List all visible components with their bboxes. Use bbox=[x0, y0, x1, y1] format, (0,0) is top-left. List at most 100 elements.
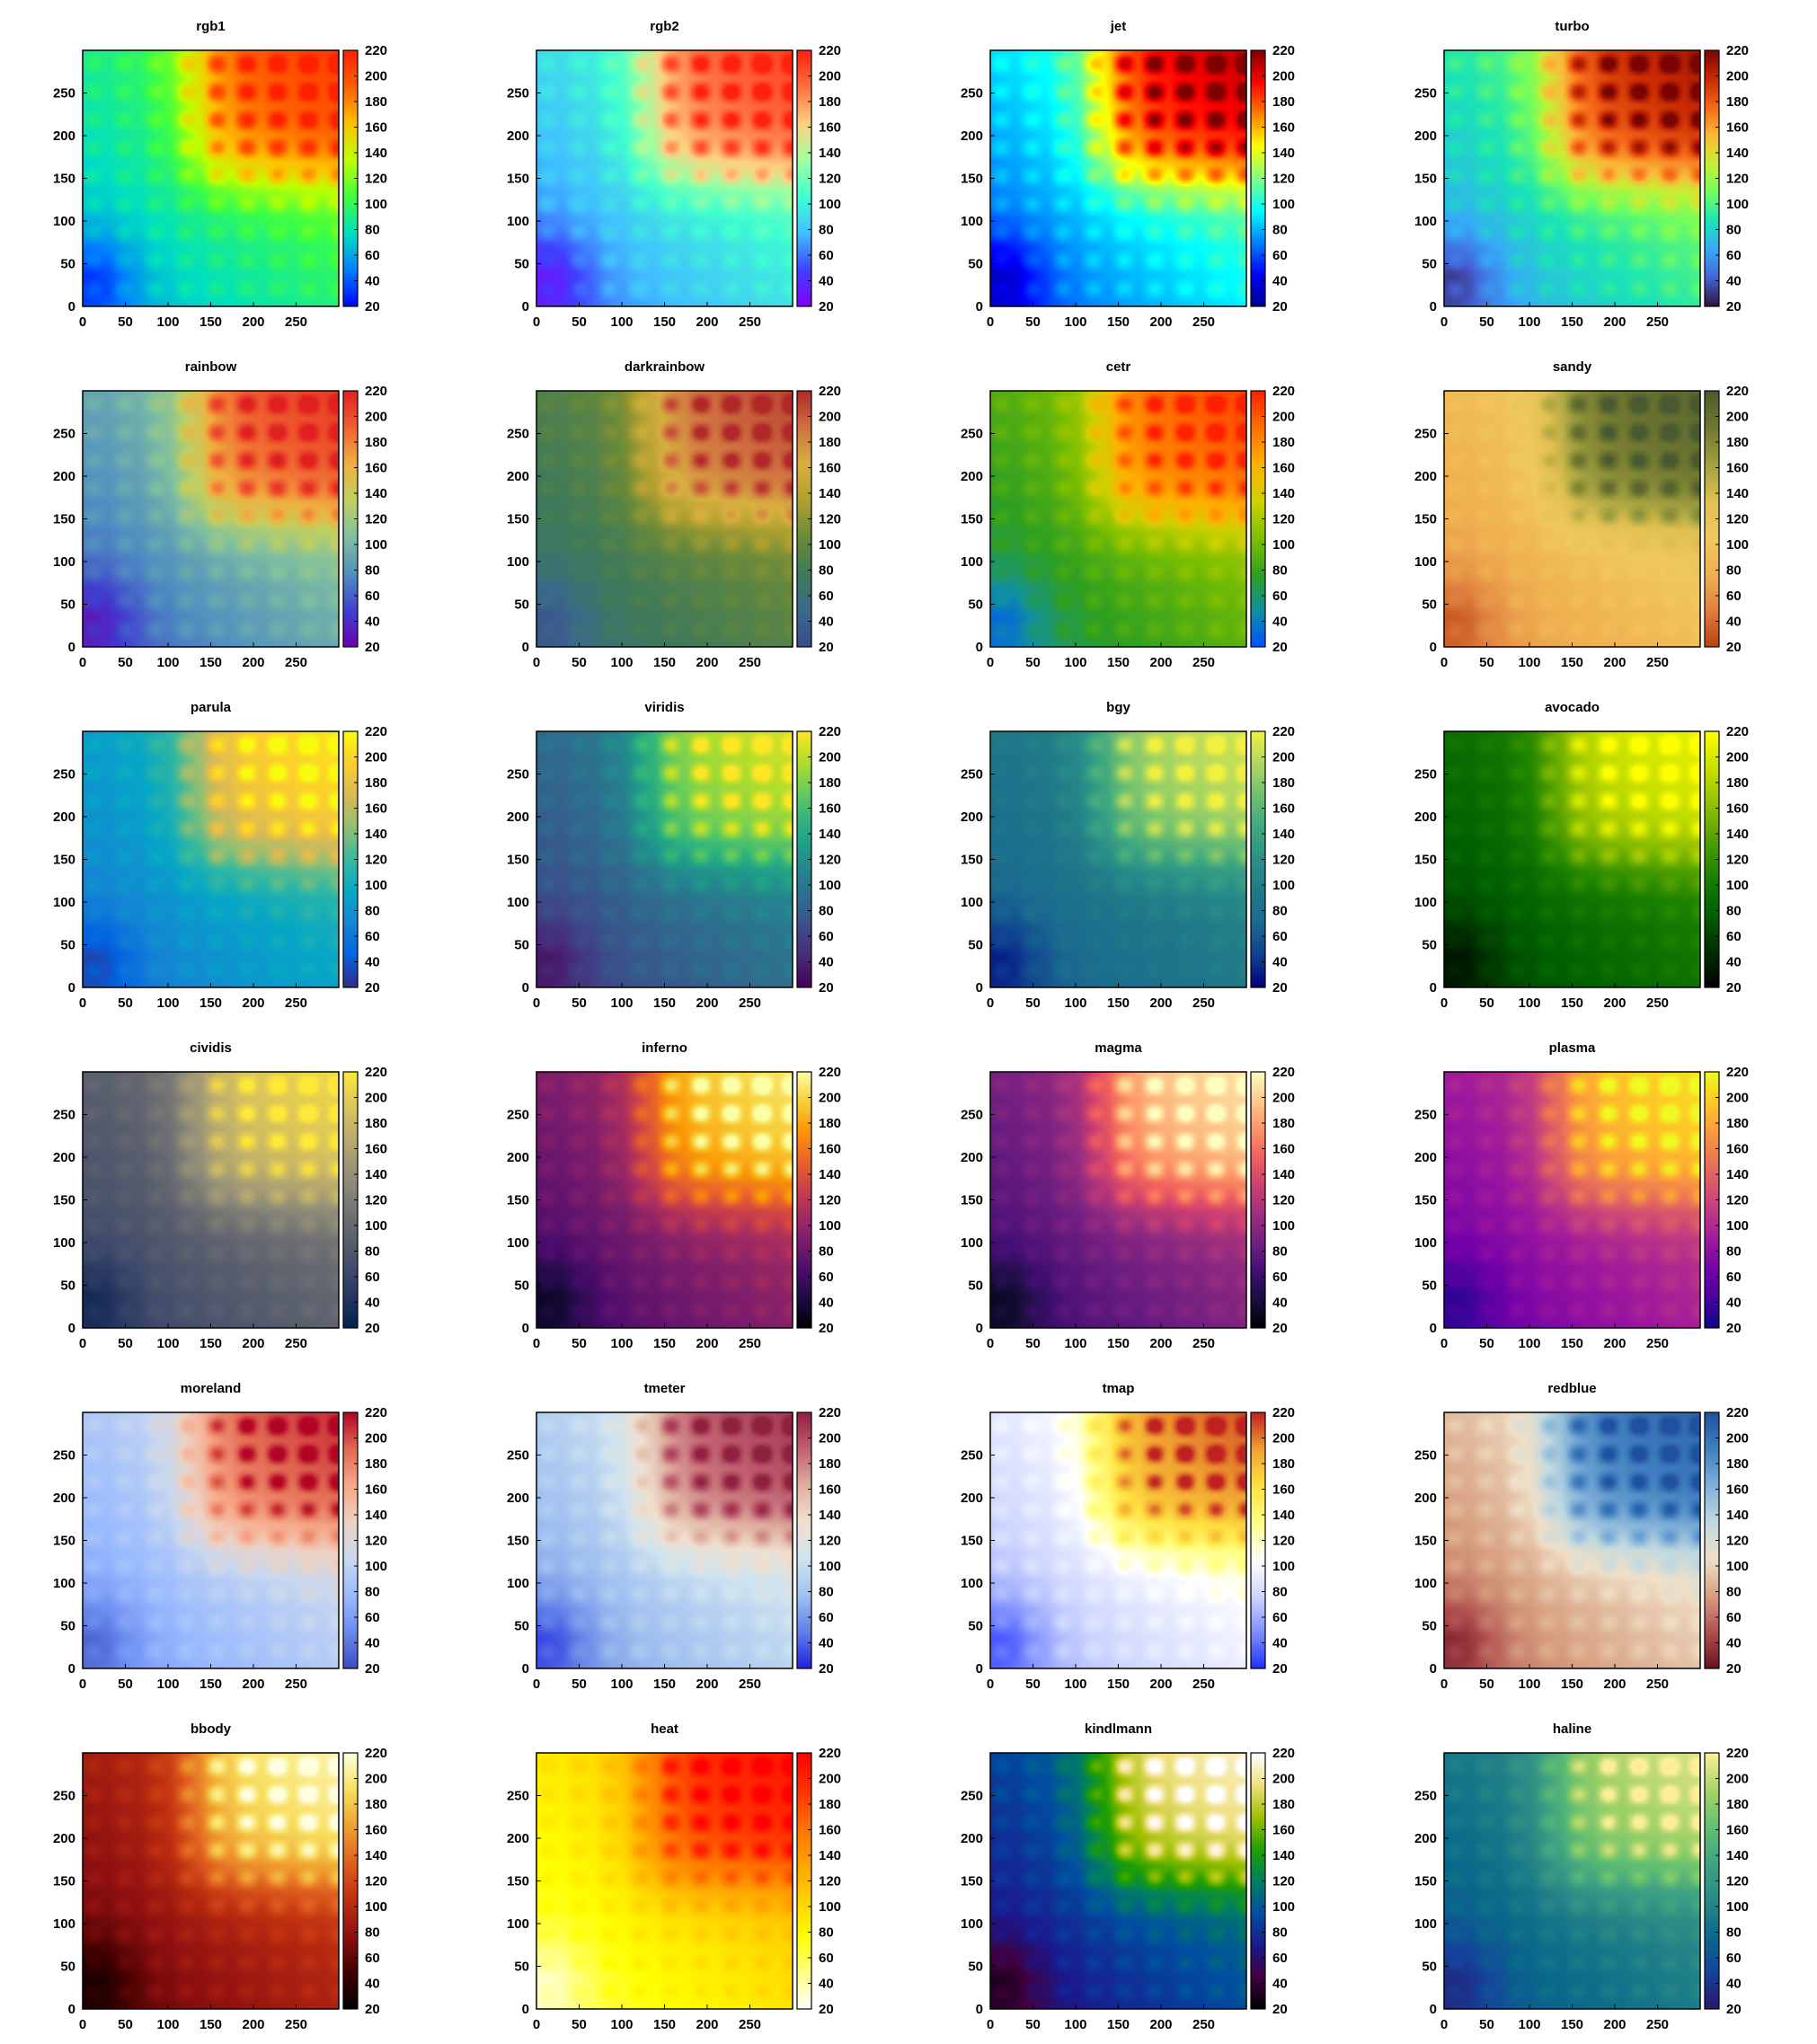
heatmap-svg-viridis: viridis 0 50 100 150 200 250 0 50 100 150 200 250 20 4… bbox=[507, 700, 841, 1011]
colorbar-tick-label: 200 bbox=[819, 1772, 841, 1787]
colorbar-tick-label: 40 bbox=[365, 1636, 380, 1651]
colorbar-tick-label: 40 bbox=[819, 955, 834, 970]
x-tick-label: 150 bbox=[199, 314, 222, 330]
panel-title: haline bbox=[1553, 1721, 1591, 1737]
y-tick-label: 200 bbox=[1414, 128, 1437, 144]
x-tick-label: 0 bbox=[533, 1336, 540, 1351]
x-tick-label: 100 bbox=[1518, 314, 1540, 330]
heatmap-image bbox=[536, 1753, 793, 2009]
panel-viridis: viridis 0 50 100 150 200 250 0 50 100 150 200 250 20 4… bbox=[454, 681, 908, 1022]
colorbar-tick-label: 100 bbox=[365, 537, 387, 553]
x-tick-label: 150 bbox=[1561, 655, 1583, 670]
y-tick-label: 50 bbox=[968, 1619, 983, 1634]
x-tick-label: 50 bbox=[572, 1677, 587, 1692]
y-tick-label: 0 bbox=[522, 2002, 529, 2017]
y-tick-label: 100 bbox=[1414, 1235, 1437, 1251]
x-tick-label: 50 bbox=[118, 995, 133, 1011]
x-tick-label: 0 bbox=[533, 1677, 540, 1692]
y-tick-label: 150 bbox=[53, 1874, 75, 1889]
y-tick-label: 150 bbox=[507, 172, 529, 187]
heatmap-svg-turbo: turbo 0 50 100 150 200 250 0 50 100 150 200 250 20 40 6… bbox=[1414, 19, 1749, 330]
colorbar-tick-label: 60 bbox=[365, 1270, 380, 1285]
y-tick-label: 50 bbox=[968, 938, 983, 953]
x-tick-label: 200 bbox=[242, 655, 264, 670]
colorbar-tick-label: 160 bbox=[1272, 1482, 1295, 1498]
colorbar-tick-label: 220 bbox=[819, 43, 841, 58]
y-tick-label: 200 bbox=[53, 1150, 75, 1165]
y-tick-label: 150 bbox=[1414, 1534, 1437, 1549]
panel-title: moreland bbox=[181, 1381, 242, 1396]
colorbar-tick-label: 220 bbox=[1272, 384, 1295, 399]
x-tick-label: 150 bbox=[1561, 2017, 1583, 2032]
colorbar-tick-label: 140 bbox=[1272, 1167, 1295, 1182]
colorbar-tick-label: 80 bbox=[365, 1585, 380, 1600]
panel-title: rgb1 bbox=[196, 19, 226, 34]
colorbar-tick-label: 200 bbox=[1726, 410, 1749, 425]
y-tick-label: 0 bbox=[976, 1661, 983, 1677]
colorbar-tick-label: 60 bbox=[365, 248, 380, 263]
y-tick-label: 250 bbox=[507, 1789, 529, 1804]
y-tick-label: 0 bbox=[976, 1321, 983, 1336]
x-tick-label: 150 bbox=[199, 1336, 222, 1351]
x-tick-label: 250 bbox=[739, 1677, 761, 1692]
y-tick-label: 50 bbox=[1422, 938, 1437, 953]
colorbar-tick-label: 200 bbox=[819, 750, 841, 765]
y-tick-label: 150 bbox=[961, 1874, 983, 1889]
colorbar-tick-label: 180 bbox=[1272, 435, 1295, 450]
colorbar-tick-label: 20 bbox=[1272, 1661, 1288, 1677]
colorbar-tick-label: 80 bbox=[819, 1244, 834, 1260]
x-tick-label: 100 bbox=[1064, 1336, 1086, 1351]
heatmap-image bbox=[83, 391, 339, 647]
colorbar-tick-label: 100 bbox=[819, 1899, 841, 1915]
y-tick-label: 100 bbox=[53, 1576, 75, 1591]
heatmap-svg-heat: heat 0 50 100 150 200 250 0 50 100 150 200 250 20 40 60… bbox=[507, 1721, 841, 2032]
x-tick-label: 200 bbox=[242, 1336, 264, 1351]
heatmap-svg-bgy: bgy 0 50 100 150 200 250 0 50 100 150 200 250 20 40 60 8… bbox=[961, 700, 1295, 1011]
y-tick-label: 250 bbox=[1414, 767, 1437, 783]
colorbar-tick-label: 80 bbox=[1272, 563, 1288, 579]
y-tick-label: 200 bbox=[961, 1491, 983, 1506]
y-tick-label: 0 bbox=[976, 299, 983, 314]
y-tick-label: 50 bbox=[514, 597, 529, 613]
colorbar-tick-label: 100 bbox=[365, 1559, 387, 1574]
colorbar-tick-label: 120 bbox=[365, 1874, 387, 1889]
colorbar-tick-label: 220 bbox=[819, 724, 841, 739]
panel-title: inferno bbox=[642, 1040, 687, 1056]
colorbar-tick-label: 60 bbox=[1272, 588, 1288, 604]
colorbar-tick-label: 40 bbox=[819, 615, 834, 630]
y-tick-label: 50 bbox=[514, 938, 529, 953]
colorbar-tick-label: 140 bbox=[819, 827, 841, 842]
x-tick-label: 150 bbox=[1107, 1336, 1130, 1351]
y-tick-label: 50 bbox=[968, 1279, 983, 1294]
colorbar-tick-label: 180 bbox=[365, 94, 387, 110]
y-tick-label: 150 bbox=[961, 853, 983, 868]
y-tick-label: 50 bbox=[60, 597, 75, 613]
y-tick-label: 0 bbox=[976, 2002, 983, 2017]
heatmap-svg-jet: jet 0 50 100 150 200 250 0 50 100 150 200 250 20 40 60 8… bbox=[961, 19, 1295, 330]
colorbar-tick-label: 20 bbox=[365, 1321, 380, 1336]
colorbar-tick-label: 60 bbox=[819, 929, 834, 944]
y-tick-label: 250 bbox=[507, 1448, 529, 1464]
x-tick-label: 250 bbox=[1646, 2017, 1669, 2032]
heatmap-svg-cetr: cetr 0 50 100 150 200 250 0 50 100 150 200 250 20 40 60… bbox=[961, 359, 1295, 670]
y-tick-label: 100 bbox=[507, 1235, 529, 1251]
y-tick-label: 50 bbox=[1422, 597, 1437, 613]
panel-title: magma bbox=[1095, 1040, 1142, 1056]
y-tick-label: 100 bbox=[53, 214, 75, 229]
x-tick-label: 250 bbox=[739, 2017, 761, 2032]
y-tick-label: 250 bbox=[53, 1448, 75, 1464]
panel-moreland: moreland 0 50 100 150 200 250 0 50 100 150 200 250 20… bbox=[0, 1362, 454, 1703]
x-tick-label: 50 bbox=[118, 314, 133, 330]
y-tick-label: 50 bbox=[514, 1960, 529, 1975]
y-tick-label: 100 bbox=[507, 554, 529, 570]
x-tick-label: 50 bbox=[118, 1677, 133, 1692]
x-tick-label: 150 bbox=[1561, 995, 1583, 1011]
y-tick-label: 150 bbox=[507, 853, 529, 868]
colorbar-tick-label: 20 bbox=[365, 640, 380, 655]
x-tick-label: 0 bbox=[1440, 995, 1448, 1011]
colorbar-tick-label: 120 bbox=[1726, 1193, 1749, 1208]
x-tick-label: 0 bbox=[1440, 1336, 1448, 1351]
x-tick-label: 250 bbox=[1192, 995, 1215, 1011]
colorbar-tick-label: 200 bbox=[1726, 1431, 1749, 1447]
